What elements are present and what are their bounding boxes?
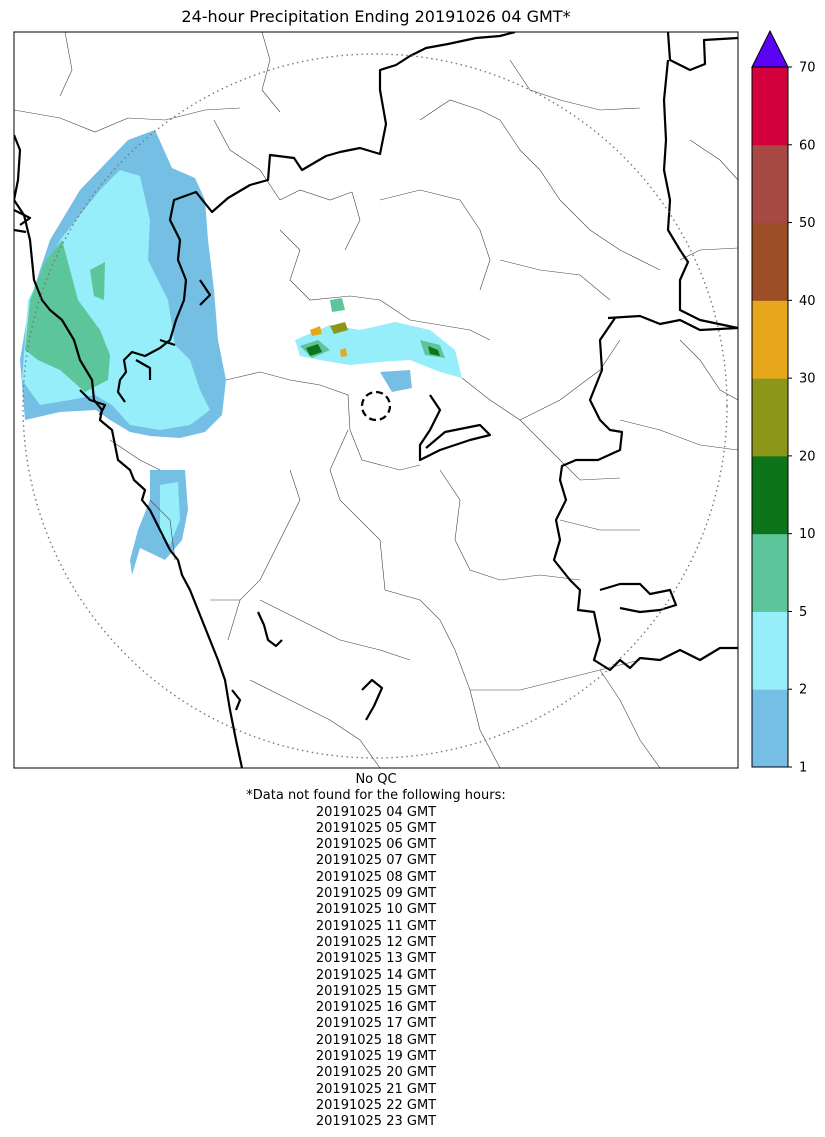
state-boundaries [14, 32, 738, 768]
precip-cells-central [295, 298, 462, 392]
missing-hour-item: 20191025 11 GMT [315, 918, 437, 934]
colorbar-tick-label: 10 [799, 527, 816, 542]
missing-hour-item: 20191025 12 GMT [315, 934, 437, 950]
colorbar-tick-label: 5 [799, 605, 807, 620]
missing-hour-item: 20191025 05 GMT [315, 820, 437, 836]
colorbar-outline [751, 66, 789, 768]
precipitation-map: 1 2 5 10 20 30 40 50 60 70 [13, 29, 816, 776]
colorbar-tick-label: 40 [799, 294, 816, 309]
coastline [14, 134, 244, 768]
missing-hour-item: 20191025 15 GMT [315, 983, 437, 999]
missing-hour-item: 20191025 17 GMT [315, 1016, 437, 1032]
missing-hour-item: 20191025 22 GMT [315, 1097, 437, 1113]
missing-hour-item: 20191025 13 GMT [315, 951, 437, 967]
state-boundary-east [666, 32, 738, 72]
state-boundary-west [116, 32, 516, 403]
chart-title: 24-hour Precipitation Ending 20191026 04… [181, 7, 571, 26]
colorbar-tick-label: 60 [799, 138, 816, 153]
colorbar-bin [752, 611, 788, 690]
colorbar-tick-label: 2 [799, 683, 807, 698]
missing-hour-item: 20191025 04 GMT [315, 804, 437, 820]
qc-note: No QC [355, 772, 397, 787]
colorbar-bin [752, 222, 788, 301]
missing-hour-item: 20191025 19 GMT [315, 1049, 437, 1065]
missing-data-note: *Data not found for the following hours: [246, 788, 506, 804]
missing-hours-list: 20191025 04 GMT 20191025 05 GMT 20191025 0… [14, 805, 738, 1131]
colorbar-tick-label: 30 [799, 372, 816, 387]
colorbar-bin [752, 144, 788, 224]
map-content [14, 32, 738, 768]
radar-range-circle [22, 53, 728, 759]
missing-hour-item: 20191025 16 GMT [315, 1000, 437, 1016]
missing-hour-item: 20191025 07 GMT [315, 853, 437, 869]
missing-hour-item: 20191025 18 GMT [315, 1032, 437, 1048]
radar-center-marker [360, 390, 392, 422]
colorbar-bin [752, 689, 788, 768]
colorbar-bin [752, 455, 788, 535]
colorbar-extend-arrow [751, 29, 789, 68]
missing-hour-item: 20191025 08 GMT [315, 869, 437, 885]
colorbar: 1 2 5 10 20 30 40 50 60 70 [751, 29, 816, 776]
precip-area-5-10-strip [90, 262, 105, 300]
map-frame [13, 31, 739, 769]
missing-hour-item: 20191025 10 GMT [315, 902, 437, 918]
precip-area-5-10 [25, 240, 110, 392]
colorbar-bin [752, 67, 788, 146]
precip-area-2-5-south [160, 482, 180, 545]
colorbar-tick-label: 20 [799, 449, 816, 464]
colorbar-tick-label: 50 [799, 216, 816, 231]
colorbar-bin [752, 300, 788, 379]
missing-hour-item: 20191025 06 GMT [315, 837, 437, 853]
footnotes: No QC *Data not found for the following … [14, 772, 738, 1131]
colorbar-tick-label: 70 [799, 61, 816, 76]
missing-hour-item: 20191025 09 GMT [315, 886, 437, 902]
colorbar-tick-label: 1 [799, 761, 807, 776]
district-boundaries [14, 32, 738, 768]
missing-hour-item: 20191025 14 GMT [315, 967, 437, 983]
missing-hour-item: 20191025 23 GMT [315, 1114, 437, 1130]
colorbar-bin [752, 378, 788, 457]
colorbar-bin [752, 533, 788, 612]
missing-hour-item: 20191025 20 GMT [315, 1065, 437, 1081]
missing-hour-item: 20191025 21 GMT [315, 1081, 437, 1097]
